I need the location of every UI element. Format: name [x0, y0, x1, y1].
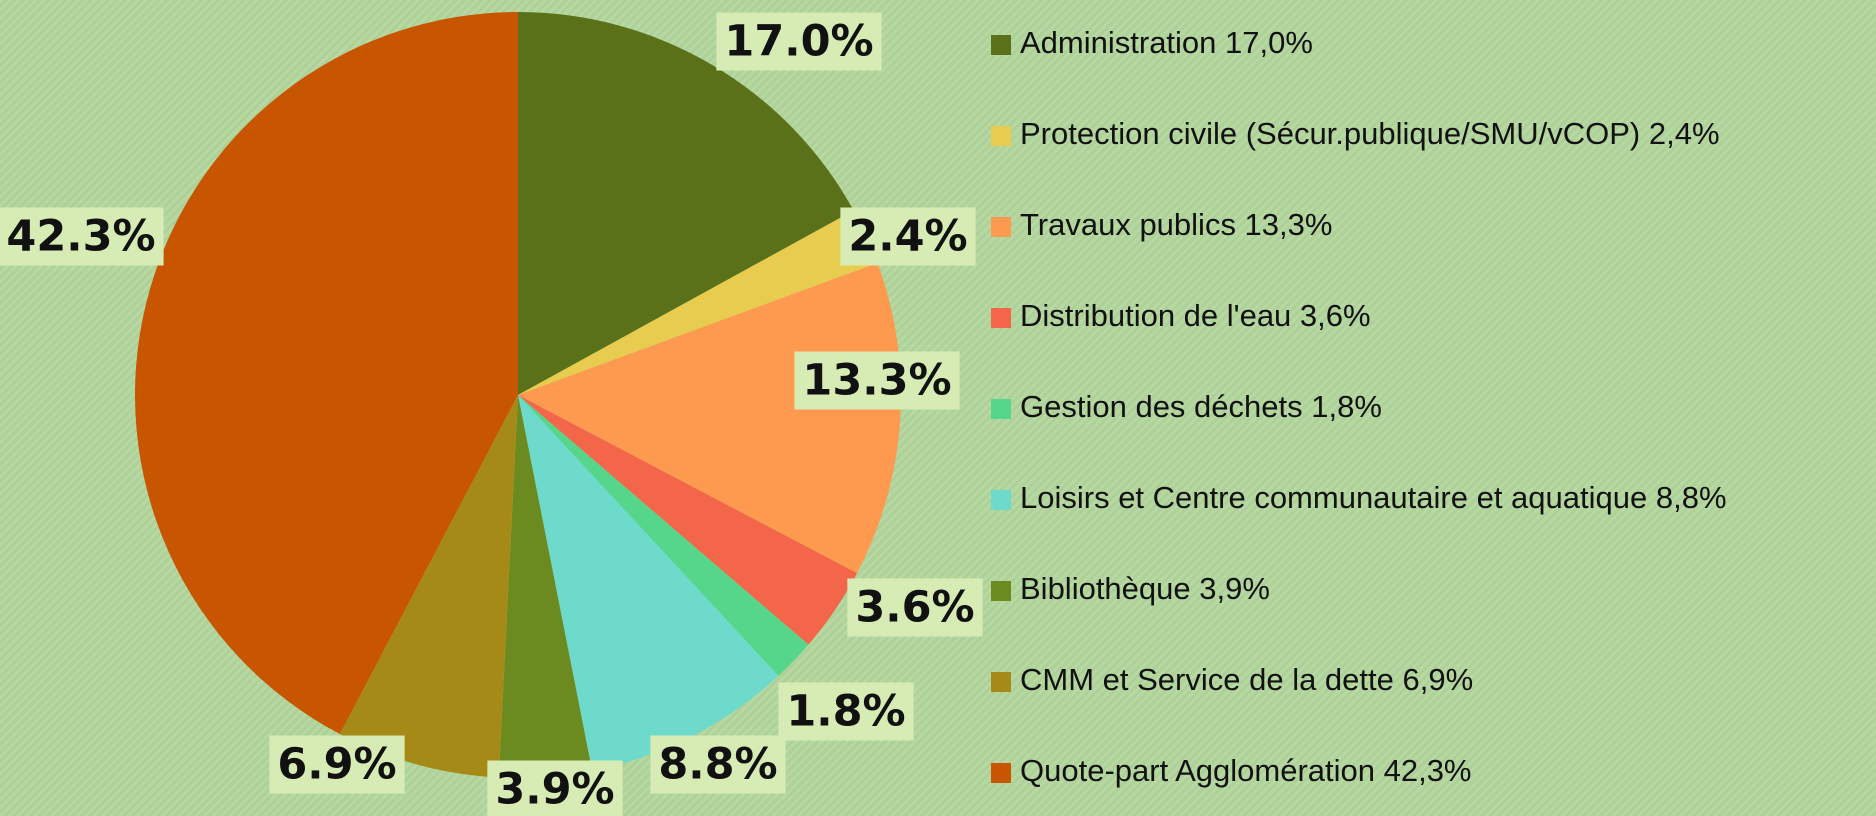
data-label-group: 3.6% [847, 578, 983, 637]
pie-slice [518, 395, 779, 771]
pie-slice [498, 395, 593, 778]
data-label-box [778, 682, 914, 741]
legend-swatch [991, 399, 1011, 419]
data-label: 6.9% [277, 740, 396, 790]
pie-slice [518, 395, 809, 676]
legend-swatch [991, 35, 1011, 55]
data-label-box [269, 735, 405, 794]
data-label-group: 6.9% [269, 735, 405, 794]
data-label-group: 8.8% [650, 735, 786, 794]
pie-slice [339, 395, 518, 778]
legend-label: Distribution de l'eau 3,6% [1020, 298, 1371, 333]
data-label-group: 1.8% [778, 682, 914, 741]
data-label: 3.6% [855, 583, 974, 633]
legend-swatch [991, 763, 1011, 783]
data-label: 2.4% [848, 212, 967, 262]
pie-slice [518, 210, 878, 395]
legend-swatch [991, 490, 1011, 510]
legend-label: Travaux publics 13,3% [1020, 207, 1332, 242]
data-label-box [716, 12, 882, 71]
legend-swatch [991, 126, 1011, 146]
legend-swatch [991, 308, 1011, 328]
data-label: 8.8% [658, 740, 777, 790]
legend-swatch [991, 672, 1011, 692]
data-label-box [0, 207, 164, 266]
data-label-group: 3.9% [487, 760, 623, 816]
pie-slice [518, 263, 901, 574]
data-label-box [840, 207, 976, 266]
data-label: 1.8% [786, 687, 905, 737]
legend-label: Administration 17,0% [1020, 25, 1313, 60]
pie-slice [518, 12, 854, 395]
data-label-box [794, 351, 960, 410]
legend-swatch [991, 581, 1011, 601]
data-label-group: 17.0% [716, 12, 882, 71]
legend-swatch [991, 217, 1011, 237]
data-label-group: 13.3% [794, 351, 960, 410]
data-label: 17.0% [724, 17, 873, 67]
legend-label: Loisirs et Centre communautaire et aquat… [1020, 480, 1727, 515]
legend-label: Protection civile (Sécur.publique/SMU/vC… [1020, 116, 1720, 151]
data-label-group: 2.4% [840, 207, 976, 266]
legend-label: Bibliothèque 3,9% [1020, 571, 1270, 606]
data-label-group: 42.3% [0, 207, 164, 266]
pie-slice [134, 12, 519, 735]
legend-label: Gestion des déchets 1,8% [1020, 389, 1382, 424]
data-label-box [650, 735, 786, 794]
data-label-box [487, 760, 623, 816]
legend-label: Quote-part Agglomération 42,3% [1020, 753, 1472, 788]
data-label-box [847, 578, 983, 637]
data-label: 13.3% [802, 356, 951, 406]
legend-label: CMM et Service de la dette 6,9% [1020, 662, 1473, 697]
pie-slice [518, 395, 858, 645]
data-label: 3.9% [495, 765, 614, 815]
data-label: 42.3% [6, 212, 155, 262]
